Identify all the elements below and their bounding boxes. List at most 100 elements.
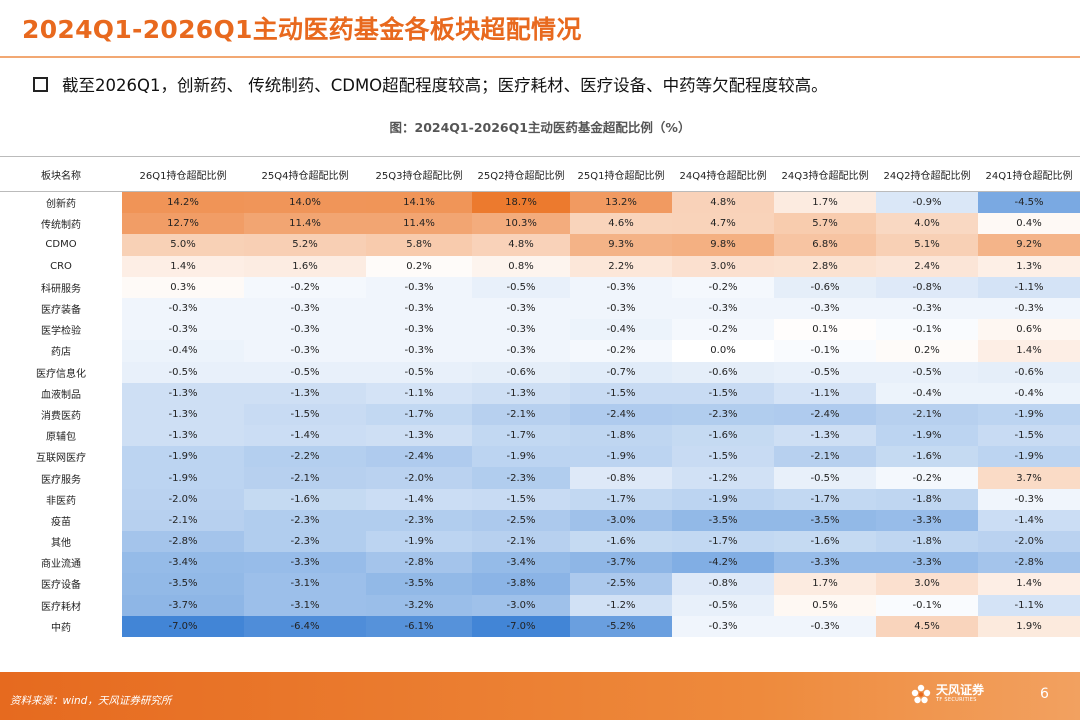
heat-cell: -1.9% [366, 531, 472, 553]
row-label: 互联网医疗 [36, 453, 86, 465]
table-row: 其他 -2.8% -2.3% -1.9% -2.1% -1.6% -1.7% -1.6% -1.… [0, 531, 1080, 553]
heat-cell: -2.4% [570, 403, 672, 426]
page-number: 6 [1040, 686, 1049, 702]
heat-cell: -1.8% [570, 425, 672, 447]
heat-cell: -0.7% [570, 361, 672, 383]
logo-flower-icon [911, 684, 931, 704]
heat-cell: -6.1% [366, 615, 472, 637]
heat-cell: -2.1% [472, 531, 570, 553]
row-label: 传统制药 [41, 220, 81, 232]
logo-name: 天风证券 [936, 683, 985, 697]
heat-cell: 14.2% [122, 191, 244, 214]
table-row: 创新药 14.2% 14.0% 14.1% 18.7% 13.2% 4.8% 1.7% -0.9… [0, 191, 1080, 214]
row-label: CDMO [45, 239, 77, 251]
heat-cell: 0.1% [774, 319, 876, 341]
heat-cell: -4.2% [672, 552, 774, 574]
table-row: 中药 -7.0% -6.4% -6.1% -7.0% -5.2% -0.3% -0.3% 4.5… [0, 615, 1080, 637]
heat-cell: -1.7% [672, 531, 774, 553]
table-row: 药店 -0.4% -0.3% -0.3% -0.3% -0.2% 0.0% -0.1% 0.2%… [0, 340, 1080, 362]
heat-cell: -1.2% [672, 467, 774, 489]
row-label: 疫苗 [51, 516, 71, 528]
heat-cell: 2.4% [876, 255, 978, 277]
heat-cell: -0.5% [774, 467, 876, 489]
heat-cell: 5.0% [122, 234, 244, 256]
heat-cell: -0.3% [570, 297, 672, 320]
heat-cell: -1.7% [366, 403, 472, 426]
heat-cell: 10.3% [472, 213, 570, 235]
heat-cell: -2.8% [366, 552, 472, 574]
row-label: 创新药 [46, 199, 76, 211]
heat-cell: -1.6% [570, 531, 672, 553]
heat-cell: 1.4% [978, 340, 1080, 362]
heat-cell: 4.0% [876, 213, 978, 235]
table-row: 医疗耗材 -3.7% -3.1% -3.2% -3.0% -1.2% -0.5% 0.5% -0… [0, 594, 1080, 616]
heat-cell: 3.7% [978, 467, 1080, 489]
heat-cell: 12.7% [122, 213, 244, 235]
heat-cell: -1.3% [366, 425, 472, 447]
table-row: 非医药 -2.0% -1.6% -1.4% -1.5% -1.7% -1.9% -1.7% -1… [0, 488, 1080, 510]
heat-cell: -1.9% [122, 467, 244, 489]
heat-cell: -0.5% [244, 361, 366, 383]
header-period-8: 24Q2持仓超配比例 [876, 156, 978, 192]
heat-cell: -4.5% [978, 191, 1080, 214]
heat-cell: -0.3% [672, 297, 774, 320]
heat-cell: -3.7% [122, 594, 244, 616]
heat-cell: 5.1% [876, 234, 978, 256]
heat-cell: -0.4% [122, 340, 244, 362]
heat-cell: -0.5% [366, 361, 472, 383]
heat-cell: -1.5% [978, 425, 1080, 447]
chart-title: 图：2024Q1-2026Q1主动医药基金超配比例（%） [389, 120, 691, 135]
heat-cell: 6.8% [774, 234, 876, 256]
heat-cell: -1.4% [978, 509, 1080, 531]
heat-cell: -1.9% [978, 403, 1080, 426]
row-label: 非医药 [46, 495, 76, 507]
heat-cell: 5.7% [774, 213, 876, 235]
row-label: 药店 [51, 347, 71, 359]
heat-cell: -7.0% [472, 615, 570, 637]
row-label: 商业流通 [41, 559, 81, 571]
heat-cell: -0.3% [472, 340, 570, 362]
heat-cell: 0.5% [774, 594, 876, 616]
heat-cell: -1.9% [472, 446, 570, 468]
table-header-row: 板块名称 26Q1持仓超配比例 25Q4持仓超配比例 25Q3持仓超配比例 25Q2持仓… [0, 156, 1080, 192]
heat-cell: -0.3% [672, 615, 774, 637]
heat-cell: -0.5% [472, 276, 570, 298]
summary-text: 截至2026Q1，创新药、 传统制药、CDMO超配程度较高；医疗耗材、医疗设备、… [62, 76, 828, 95]
heat-cell: 4.5% [876, 615, 978, 637]
heat-cell: -1.5% [570, 382, 672, 404]
table-row: 医疗服务 -1.9% -2.1% -2.0% -2.3% -0.8% -1.2% -0.5% -… [0, 467, 1080, 489]
heat-cell: 4.8% [672, 191, 774, 214]
heat-cell: -1.1% [978, 594, 1080, 616]
heat-cell: 0.2% [366, 255, 472, 277]
heat-cell: -0.2% [876, 467, 978, 489]
heat-cell: 14.0% [244, 191, 366, 214]
row-label: 医学检验 [41, 326, 81, 338]
heat-cell: -0.2% [244, 276, 366, 298]
table-row: 医疗装备 -0.3% -0.3% -0.3% -0.3% -0.3% -0.3% -0.3% -… [0, 297, 1080, 320]
heat-cell: -0.4% [876, 382, 978, 404]
row-label: CRO [50, 260, 72, 272]
heat-cell: 3.0% [876, 573, 978, 595]
heat-cell: -0.3% [472, 297, 570, 320]
header-period-2: 25Q4持仓超配比例 [244, 156, 366, 192]
heat-cell: 9.2% [978, 234, 1080, 256]
header-period-6: 24Q4持仓超配比例 [672, 156, 774, 192]
heatmap-table: 板块名称 26Q1持仓超配比例 25Q4持仓超配比例 25Q3持仓超配比例 25Q2持仓… [0, 156, 1080, 637]
heat-cell: -1.2% [570, 594, 672, 616]
heat-cell: -1.6% [244, 488, 366, 510]
heat-cell: -1.3% [774, 425, 876, 447]
table-row: 医疗信息化 -0.5% -0.5% -0.5% -0.6% -0.7% -0.6% -0.5%… [0, 361, 1080, 383]
heat-cell: -0.3% [244, 319, 366, 341]
heat-cell: 3.0% [672, 255, 774, 277]
heat-cell: -0.3% [366, 340, 472, 362]
heat-cell: -0.6% [472, 361, 570, 383]
heat-cell: -2.1% [876, 403, 978, 426]
row-label: 医疗信息化 [36, 368, 86, 380]
heat-cell: -3.3% [876, 509, 978, 531]
header-period-1: 26Q1持仓超配比例 [122, 156, 244, 192]
table-row: CDMO 5.0% 5.2% 5.8% 4.8% 9.3% 9.8% 6.8% 5.1% 9.2% [0, 234, 1080, 256]
heat-cell: -2.0% [366, 467, 472, 489]
heat-cell: 1.9% [978, 615, 1080, 637]
heat-cell: -1.6% [672, 425, 774, 447]
row-label: 消费医药 [41, 410, 81, 422]
